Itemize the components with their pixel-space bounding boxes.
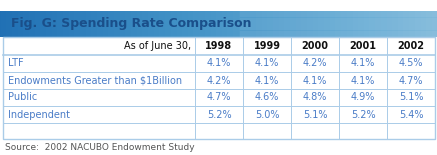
Text: 5.0%: 5.0% [255, 109, 279, 120]
Text: 4.1%: 4.1% [303, 75, 327, 86]
Text: 5.2%: 5.2% [207, 109, 231, 120]
Text: 4.2%: 4.2% [303, 58, 327, 69]
Text: Independent: Independent [8, 109, 70, 120]
Text: 4.1%: 4.1% [351, 58, 375, 69]
Text: 5.1%: 5.1% [399, 93, 423, 102]
Text: Source:  2002 NACUBO Endowment Study: Source: 2002 NACUBO Endowment Study [5, 142, 194, 151]
Bar [3, 37, 435, 139]
Text: Fig. G: Spending Rate Comparison: Fig. G: Spending Rate Comparison [11, 18, 252, 31]
Text: 4.1%: 4.1% [351, 75, 375, 86]
Text: 4.7%: 4.7% [207, 93, 231, 102]
Text: 2001: 2001 [350, 41, 377, 51]
Text: 1999: 1999 [253, 41, 281, 51]
Text: 2000: 2000 [302, 41, 329, 51]
Text: LTF: LTF [8, 58, 24, 69]
Text: 4.1%: 4.1% [255, 58, 279, 69]
Text: 2002: 2002 [398, 41, 424, 51]
Text: 5.4%: 5.4% [399, 109, 423, 120]
Text: 4.1%: 4.1% [207, 58, 231, 69]
Text: Endowments Greater than $1Billion: Endowments Greater than $1Billion [8, 75, 182, 86]
Text: 5.2%: 5.2% [350, 109, 375, 120]
Text: 4.6%: 4.6% [255, 93, 279, 102]
Text: 4.1%: 4.1% [255, 75, 279, 86]
Text: 4.5%: 4.5% [399, 58, 423, 69]
Text: 4.9%: 4.9% [351, 93, 375, 102]
Text: 5.1%: 5.1% [303, 109, 327, 120]
Text: 4.7%: 4.7% [399, 75, 423, 86]
Text: As of June 30,: As of June 30, [124, 41, 191, 51]
Text: 4.8%: 4.8% [303, 93, 327, 102]
Text: Public: Public [8, 93, 37, 102]
Text: 1998: 1998 [205, 41, 232, 51]
Text: 4.2%: 4.2% [207, 75, 231, 86]
